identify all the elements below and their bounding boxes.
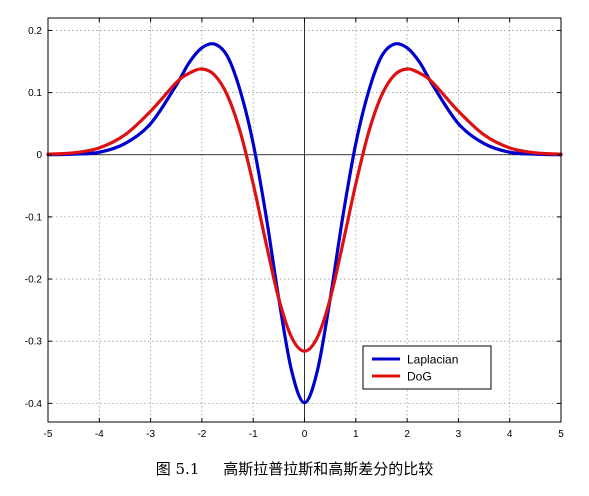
x-tick-label: -4 (95, 429, 104, 440)
y-tick-label: -0.3 (25, 337, 43, 348)
legend-label-laplacian: Laplacian (407, 353, 458, 367)
legend-box (362, 345, 492, 390)
x-tick-label: 4 (507, 429, 513, 440)
figure-number: 图 5.1 (155, 460, 200, 478)
x-axis-ticks: -5 -4 -3 -2 -1 0 1 2 3 4 5 (44, 18, 564, 440)
x-tick-label: -2 (197, 429, 206, 440)
x-tick-label: 5 (558, 429, 564, 440)
y-axis-ticks: 0.2 0.1 0 -0.1 -0.2 -0.3 -0.4 (25, 26, 561, 410)
y-tick-label: 0.1 (28, 88, 42, 99)
x-tick-label: -3 (146, 429, 155, 440)
legend: Laplacian DoG (362, 345, 492, 390)
zero-axis-lines (48, 18, 561, 422)
series-line-dog (46, 67, 563, 353)
y-tick-label: 0.2 (28, 26, 42, 37)
figure-caption-text: 高斯拉普拉斯和高斯差分的比较 (223, 460, 434, 478)
y-tick-label: 0 (36, 150, 42, 161)
series-layer (46, 42, 563, 405)
y-tick-label: -0.4 (25, 399, 43, 410)
y-tick-label: -0.2 (25, 275, 43, 286)
x-tick-label: 2 (404, 429, 410, 440)
figure-caption: 图 5.1 高斯拉普拉斯和高斯差分的比较 (0, 458, 589, 479)
legend-label-dog: DoG (407, 370, 432, 384)
x-tick-label: 3 (456, 429, 462, 440)
x-tick-label: 0 (302, 429, 308, 440)
x-tick-label: -1 (249, 429, 258, 440)
line-chart: -5 -4 -3 -2 -1 0 1 2 3 4 5 0.2 0.1 0 -0.1 -0.2 -0.3 -0.4… (25, 17, 564, 440)
y-tick-label: -0.1 (25, 212, 43, 223)
x-tick-label: -5 (44, 429, 53, 440)
x-tick-label: 1 (353, 429, 359, 440)
